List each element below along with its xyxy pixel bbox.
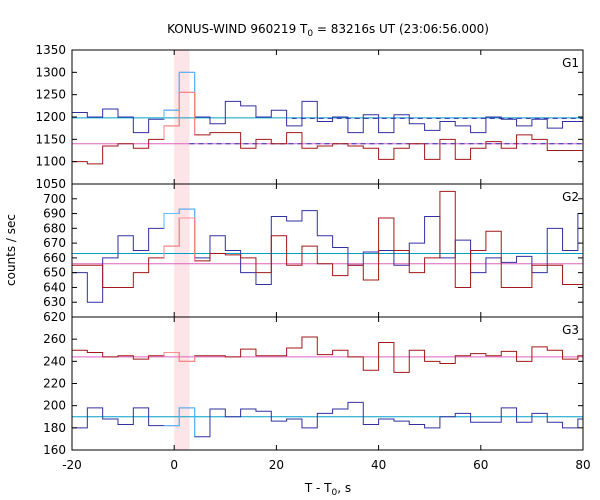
highlight-band [174,50,190,450]
series-g3-2 [72,336,583,373]
y-axis-label: counts / sec [4,214,18,286]
series-highlight-g3-1 [178,407,196,437]
plot-area: 1050110011501200125013001350G16206306406… [35,43,590,472]
y-tick-label: 1100 [35,155,66,169]
x-tick-label: 0 [170,458,178,472]
x-axis-label: T - T0, s [304,481,351,498]
series-g2-1 [72,208,583,303]
y-tick-label: 700 [43,192,66,206]
series-highlight-g3-2 [178,352,196,362]
series-g1-2 [72,91,583,165]
panel-label-g1: G1 [562,56,579,70]
series-g1-1 [72,71,583,134]
panel-label-g2: G2 [562,190,579,204]
y-tick-label: 680 [43,221,66,235]
y-tick-label: 160 [43,443,66,457]
y-tick-label: 1250 [35,88,66,102]
y-tick-label: 660 [43,251,66,265]
x-tick-label: -20 [62,458,82,472]
y-tick-label: 620 [43,310,66,324]
x-tick-label: 60 [473,458,488,472]
panel-label-g3: G3 [562,323,579,337]
y-tick-label: 220 [43,377,66,391]
y-tick-label: 650 [43,266,66,280]
y-tick-label: 690 [43,207,66,221]
panel-g3: 160 180 200 220 240 260 G3 [43,316,584,457]
y-tick-label: 1050 [35,177,66,191]
y-tick-label: 240 [43,354,66,368]
y-tick-label: 200 [43,399,66,413]
y-tick-label: 640 [43,280,66,294]
x-tick-label: 40 [371,458,386,472]
series-g3-1 [72,401,583,438]
y-tick-label: 1200 [35,110,66,124]
y-tick-label: 670 [43,236,66,250]
y-tick-label: 180 [43,421,66,435]
panel-frame-g3 [71,316,584,451]
series-highlight-g1-2 [178,91,196,135]
panel-g1: 1050 1100 1150 1200 1250 1300 1350 G1 [35,43,584,191]
panel-frame-g1 [71,49,584,185]
x-tick-label: 20 [269,458,284,472]
series-highlight-g2-2 [178,217,196,261]
y-tick-label: 1350 [35,43,66,57]
y-tick-label: 1150 [35,132,66,146]
y-tick-label: 1300 [35,65,66,79]
y-tick-label: 630 [43,295,66,309]
chart-title: KONUS-WIND 960219 T0 = 83216s UT (23:06:… [167,22,489,39]
y-tick-label: 260 [43,332,66,346]
x-tick-label: 80 [575,458,590,472]
